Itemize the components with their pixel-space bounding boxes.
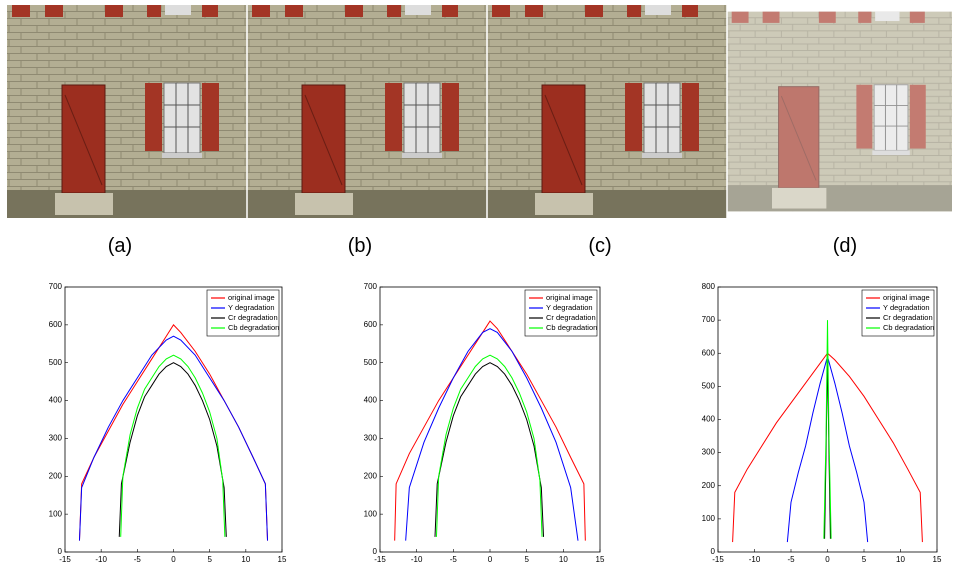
legend-label: Cb degradation — [546, 323, 597, 332]
legend-label: original image — [546, 293, 593, 302]
x-tick-label: -10 — [95, 555, 107, 564]
y-tick-label: 700 — [702, 315, 716, 324]
x-tick-label: 15 — [278, 555, 287, 564]
x-tick-label: 5 — [207, 555, 212, 564]
series-line — [394, 320, 586, 541]
x-tick-label: 0 — [171, 555, 176, 564]
y-tick-label: 200 — [364, 471, 378, 480]
legend-label: Y degradation — [228, 303, 275, 312]
legend-label: original image — [883, 293, 930, 302]
line-chart: 0 100 200 300 400 500 600 700 800 -15 -10 -5 0 5 10 15 o… — [702, 282, 942, 564]
legend-label: original image — [228, 293, 275, 302]
y-tick-label: 600 — [702, 348, 716, 357]
series-line — [823, 320, 832, 539]
x-tick-label: -5 — [134, 555, 142, 564]
y-tick-label: 700 — [49, 282, 63, 291]
series-line — [78, 335, 269, 541]
y-tick-label: 100 — [702, 514, 716, 523]
legend-label: Cb degradation — [883, 323, 934, 332]
x-tick-label: -10 — [749, 555, 761, 564]
series-line — [120, 354, 226, 537]
y-tick-label: 600 — [49, 320, 63, 329]
y-tick-label: 700 — [364, 282, 378, 291]
x-tick-label: 10 — [241, 555, 250, 564]
x-tick-label: -15 — [374, 555, 386, 564]
caption: (b) — [348, 235, 372, 257]
panel-separators — [246, 5, 728, 218]
legend-label: Y degradation — [546, 303, 593, 312]
x-tick-label: 0 — [825, 555, 830, 564]
x-tick-label: 5 — [862, 555, 867, 564]
legend-label: Cb degradation — [228, 323, 279, 332]
y-tick-label: 400 — [364, 396, 378, 405]
series-line — [118, 362, 227, 537]
photo-panels — [7, 5, 952, 218]
y-tick-label: 0 — [58, 547, 63, 556]
y-tick-label: 100 — [49, 509, 63, 518]
caption: (c) — [588, 235, 611, 257]
y-tick-label: 300 — [364, 434, 378, 443]
caption: (a) — [108, 235, 132, 257]
series-line — [405, 328, 579, 541]
y-tick-label: 300 — [702, 448, 716, 457]
x-tick-label: 10 — [559, 555, 568, 564]
x-tick-label: -15 — [59, 555, 71, 564]
x-tick-label: -5 — [450, 555, 458, 564]
legend-label: Cr degradation — [883, 313, 933, 322]
x-tick-label: 0 — [488, 555, 493, 564]
y-tick-label: 100 — [364, 509, 378, 518]
line-chart: 0 100 200 300 400 500 600 700 -15 -10 -5 0 5 10 15 orig… — [364, 282, 605, 564]
line-chart: 0 100 200 300 400 500 600 700 -15 -10 -5 0 5 10 15 orig… — [49, 282, 287, 564]
photo-d-fade — [727, 5, 952, 218]
y-tick-label: 800 — [702, 282, 716, 291]
y-tick-label: 500 — [364, 358, 378, 367]
y-tick-label: 300 — [49, 434, 63, 443]
series-line — [435, 354, 543, 537]
x-tick-label: 5 — [524, 555, 529, 564]
y-tick-label: 0 — [373, 547, 378, 556]
y-tick-label: 600 — [364, 320, 378, 329]
y-tick-label: 500 — [702, 381, 716, 390]
x-tick-label: 10 — [896, 555, 905, 564]
y-tick-label: 0 — [711, 547, 716, 556]
y-tick-label: 400 — [49, 396, 63, 405]
x-tick-label: -5 — [787, 555, 795, 564]
y-tick-label: 400 — [702, 415, 716, 424]
x-tick-label: -10 — [411, 555, 423, 564]
caption: (d) — [833, 235, 857, 257]
legend-label: Cr degradation — [228, 313, 278, 322]
x-tick-label: 15 — [596, 555, 605, 564]
y-tick-label: 200 — [49, 471, 63, 480]
photo-b — [247, 5, 487, 218]
legend-label: Cr degradation — [546, 313, 596, 322]
x-tick-label: 15 — [933, 555, 942, 564]
photo-c — [487, 5, 727, 218]
x-tick-label: -15 — [712, 555, 724, 564]
series-line — [434, 362, 545, 537]
y-tick-label: 500 — [49, 358, 63, 367]
legend-label: Y degradation — [883, 303, 930, 312]
photo-a — [7, 5, 247, 218]
y-tick-label: 200 — [702, 481, 716, 490]
